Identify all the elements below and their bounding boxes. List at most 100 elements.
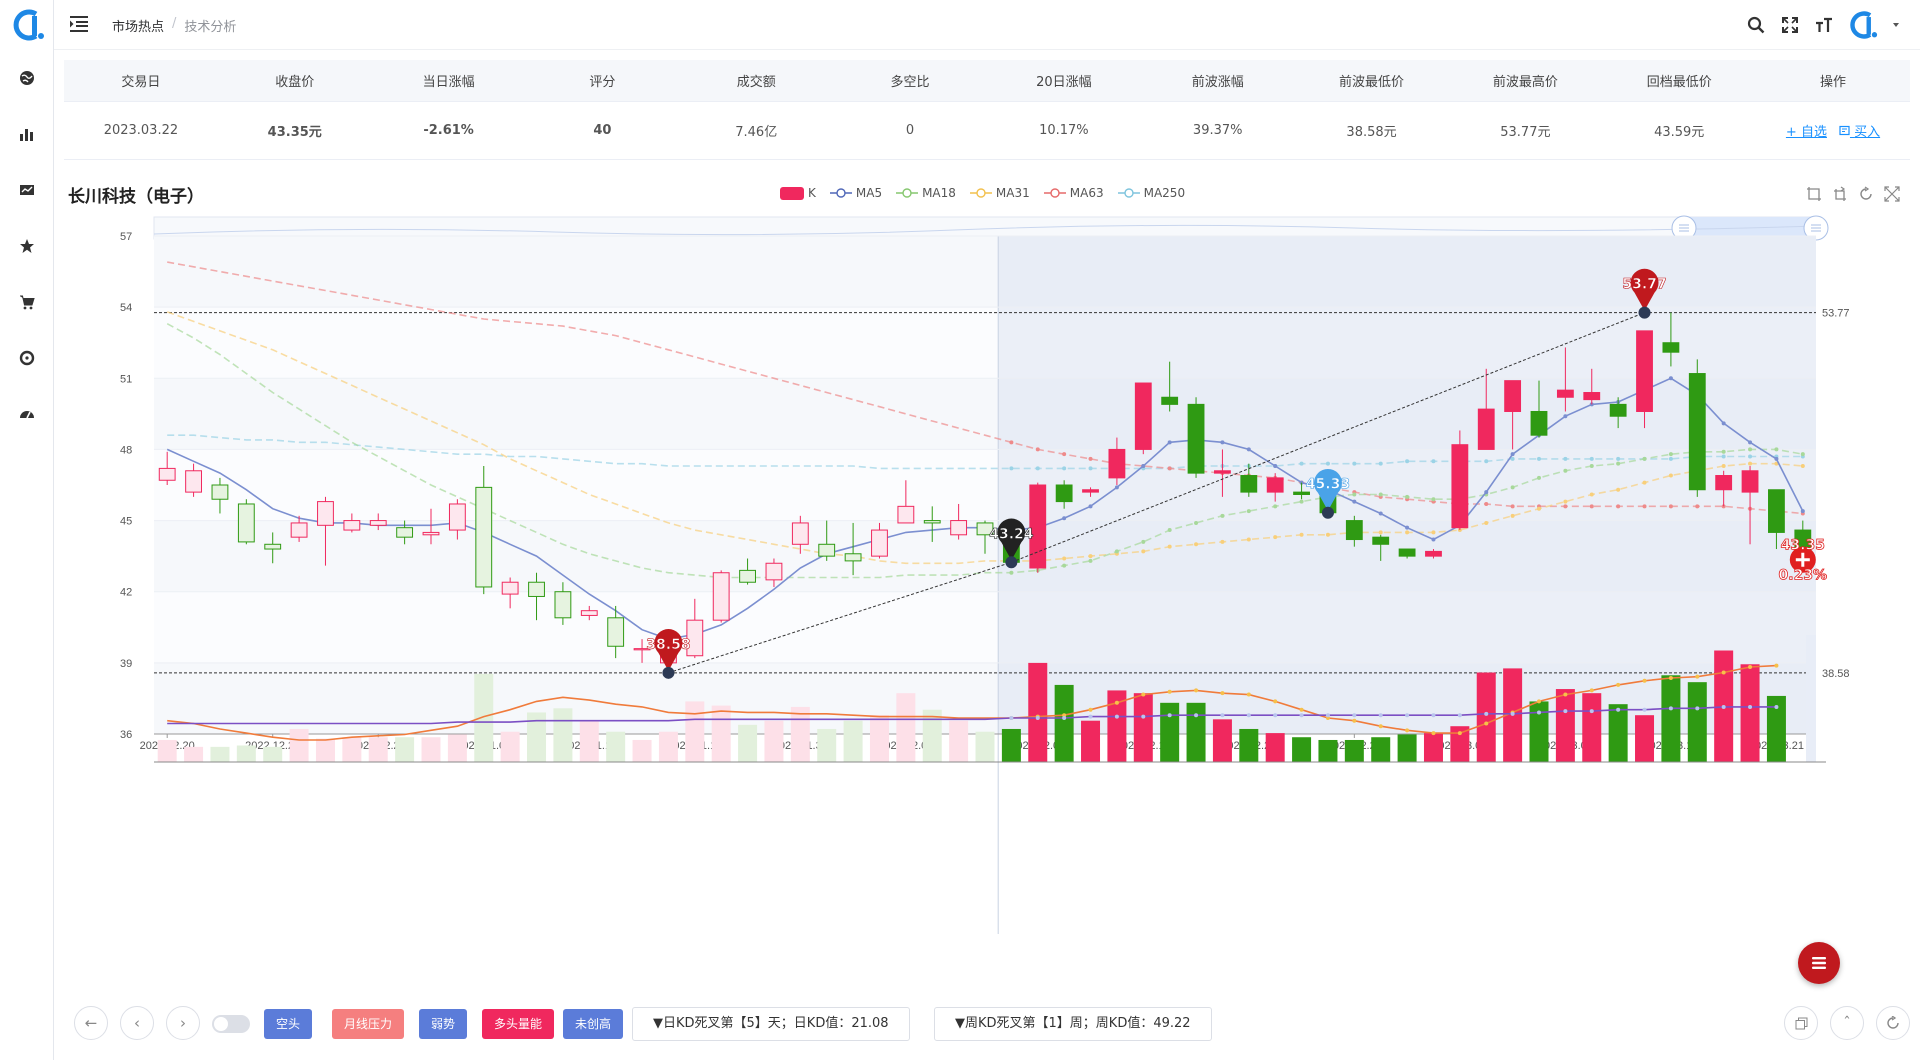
star-icon[interactable] [17,236,37,256]
back-button[interactable]: ← [74,1006,108,1040]
volume-ma-fast-point [1167,689,1172,694]
legend-ma31[interactable]: MA31 [969,186,1030,200]
legend-ma250-label: MA250 [1143,186,1186,200]
candle [422,531,440,536]
legend-ma250-marker [1117,188,1140,198]
volume-bar [1081,720,1101,762]
search-icon[interactable] [1746,15,1766,35]
legend-ma63[interactable]: MA63 [1043,186,1104,200]
volume-bar [764,720,784,762]
volume-bar [474,673,494,762]
logo-icon[interactable] [11,8,45,42]
ma31-line [166,311,1803,565]
bar-chart-icon[interactable] [17,124,37,144]
volume-ma-slow-point [1114,714,1119,719]
candle [343,520,361,531]
volume-bar [1186,702,1206,762]
ma5-line-point [1378,511,1383,516]
fullscreen-icon[interactable] [1780,15,1800,35]
next-button[interactable]: › [166,1006,200,1040]
col-actions: 操作 [1820,75,1847,90]
candle [1451,444,1469,529]
ma250-line-point [1405,459,1410,464]
buy-label: 买入 [1854,125,1881,140]
candle [607,617,625,647]
refresh-button[interactable] [1876,1006,1910,1040]
datazoom-handle-grip-0 [1679,224,1689,232]
toggle-switch[interactable] [212,1015,250,1033]
tag-monthly-pressure[interactable]: 月线压力 [332,1009,405,1039]
ma63-line-point [1616,504,1621,509]
legend-ma5[interactable]: MA5 [829,186,882,200]
tag-weak[interactable]: 弱势 [419,1009,468,1039]
copy-button[interactable] [1784,1006,1818,1040]
ma18-line-point [1774,447,1779,452]
crosshair-icon[interactable] [17,348,37,368]
globe-icon[interactable] [17,68,37,88]
volume-bar [184,746,204,762]
current-price-label: 43.35 [1781,538,1825,554]
ma63-line-point [1510,504,1515,509]
ma18-line-point [1114,549,1119,554]
volume-ma-slow-point [1668,706,1673,711]
volume-ma-line-slow [167,706,1777,725]
candle [369,520,387,526]
zoom-reset-icon[interactable] [1832,186,1848,202]
legend-ma250[interactable]: MA250 [1117,186,1186,200]
volume-bar [1476,672,1496,762]
trend-line [1011,312,1645,563]
tag-bullish-volume[interactable]: 多头量能 [482,1009,555,1039]
ma18-line-point [1616,461,1621,466]
zoom-select-icon[interactable] [1806,186,1822,202]
ma63-line-point [1695,504,1700,509]
volume-ma-slow-point [1194,713,1199,718]
current-price-cross [1795,552,1810,567]
menu-toggle-icon[interactable] [70,15,90,33]
candle [448,503,466,531]
ma250-line-point [1378,461,1383,466]
buy-link[interactable]: 买入 [1839,121,1880,140]
col-score: 评分 [589,75,616,90]
tag-bearish[interactable]: 空头 [264,1009,313,1039]
font-size-icon[interactable] [1814,15,1834,35]
chart-window-icon[interactable] [17,180,37,200]
ma63-line-point [1167,466,1172,471]
volume-ma-slow-point [1431,713,1436,718]
user-avatar[interactable] [1848,10,1878,40]
expand-icon[interactable] [1884,186,1900,202]
volume-bar [843,720,863,762]
ma250-line-point [1009,466,1014,471]
chevron-down-icon[interactable] [1892,21,1900,29]
candle [1372,536,1390,545]
tag-no-new-high[interactable]: 未创高 [563,1009,624,1039]
ma250-line-point [1563,456,1568,461]
breadcrumb-market[interactable]: 市场热点 [112,20,165,35]
restore-icon[interactable] [1858,186,1874,202]
candle [1688,373,1706,491]
ma18-line-point [1589,464,1594,469]
volume-ma-fast-point [1668,676,1673,681]
candle [317,501,334,526]
ma31-line-point [1088,554,1093,559]
ma31-line-point [1378,530,1383,535]
col-prev-wave-low: 前波最低价 [1339,75,1405,90]
col-pullback-low: 回档最低价 [1646,75,1712,90]
legend-k[interactable]: K [780,186,816,200]
prev-button[interactable]: ‹ [120,1006,154,1040]
volume-bar [1529,701,1549,762]
candle [264,543,282,550]
menu-fab[interactable] [1798,942,1840,984]
volume-bar [1608,704,1628,762]
kline-chart[interactable]: 57545148454239362022.12.202022.12.262022… [54,200,1920,940]
volume-ma-fast-point [1484,721,1489,726]
cart-icon[interactable] [17,292,37,312]
volume-ma-slow-point [1405,713,1410,718]
dashboard-icon[interactable] [17,404,37,424]
ma18-line-point [1800,452,1805,457]
legend-ma18[interactable]: MA18 [896,186,956,200]
add-watchlist-link[interactable]: + 自选 [1785,125,1827,140]
volume-ma-slow-point [1510,711,1515,716]
volume-bar [896,693,916,762]
scroll-top-button[interactable]: ˆ [1830,1006,1864,1040]
ma5-line-point [1273,464,1278,469]
